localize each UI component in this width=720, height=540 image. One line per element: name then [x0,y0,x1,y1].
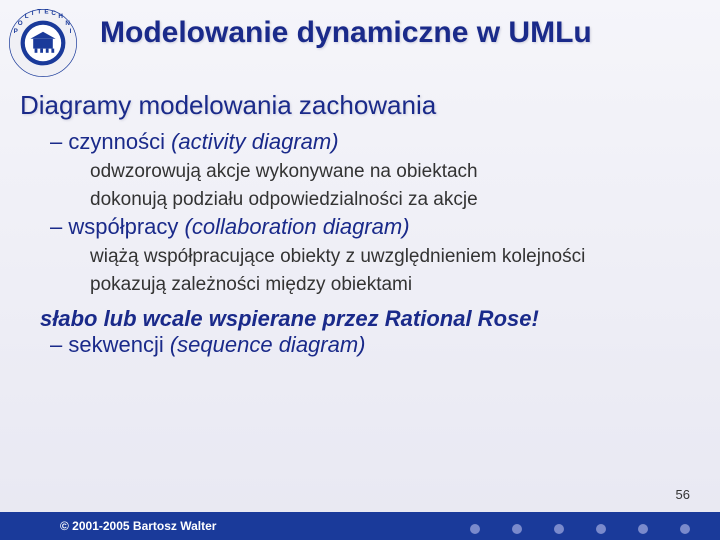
svg-text:O: O [18,20,23,27]
svg-text:C: C [51,10,56,17]
dot-icon [638,524,648,534]
bullet-name: sekwencji [68,332,163,357]
bullet-dash: – [50,129,68,154]
university-logo: L I T E C H N O P I [8,8,78,78]
svg-text:P: P [14,28,18,35]
bullet-paren: (activity diagram) [165,129,339,154]
sub-bullet: odwzorowują akcje wykonywane na obiektac… [90,159,700,185]
svg-text:I: I [32,10,34,17]
bullet-item: – sekwencji (sequence diagram) [50,332,700,358]
svg-text:H: H [58,13,63,20]
emphasis-line: słabo lub wcale wspierane przez Rational… [40,306,700,332]
bullet-dash: – [50,332,68,357]
bullet-paren: (sequence diagram) [164,332,366,357]
footer-bar: © 2001-2005 Bartosz Walter [0,512,720,540]
page-number: 56 [676,487,690,502]
bullet-paren: (collaboration diagram) [178,214,409,239]
footer-dots [470,524,690,534]
svg-text:E: E [44,9,48,16]
dot-icon [554,524,564,534]
copyright-text: © 2001-2005 Bartosz Walter [60,519,216,533]
dot-icon [470,524,480,534]
sub-bullet: wiążą współpracujące obiekty z uwzględni… [90,244,700,270]
svg-text:T: T [37,9,41,16]
bullet-item: – współpracy (collaboration diagram) [50,214,700,240]
section-heading: Diagramy modelowania zachowania [20,90,700,121]
svg-text:N: N [65,20,70,27]
svg-text:L: L [25,13,29,20]
sub-bullet: pokazują zależności między obiektami [90,272,700,298]
bullet-name: czynności [68,129,165,154]
svg-text:I: I [70,28,72,35]
bullet-item: – czynności (activity diagram) [50,129,700,155]
dot-icon [596,524,606,534]
bullet-dash: – [50,214,68,239]
slide-title: Modelowanie dynamiczne w UMLu [100,16,592,50]
dot-icon [512,524,522,534]
dot-icon [680,524,690,534]
sub-bullet: dokonują podziału odpowiedzialności za a… [90,187,700,213]
bullet-name: współpracy [68,214,178,239]
slide-content: Diagramy modelowania zachowania – czynno… [20,90,700,362]
